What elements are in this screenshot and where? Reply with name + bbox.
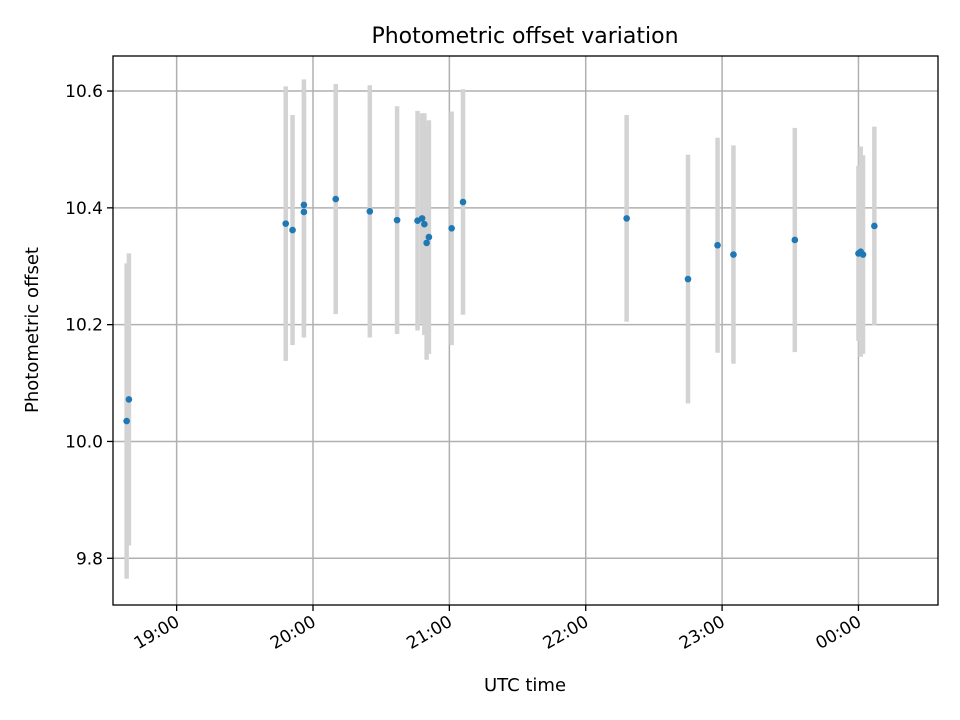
y-tick-label: 10.2 — [65, 316, 103, 336]
data-point — [448, 224, 455, 232]
x-tick-label: 20:00 — [267, 612, 319, 654]
chart-title: Photometric offset variation — [371, 24, 678, 49]
data-point — [623, 215, 630, 222]
y-axis-ticks: 9.8 10.0 10.2 10.4 10.6 — [65, 82, 113, 569]
x-tick-label: 19:00 — [131, 612, 183, 654]
data-point — [423, 239, 430, 247]
data-point — [418, 215, 426, 222]
x-axis-ticks: 19:00 20:00 21:00 22:00 23:00 00:00 — [131, 605, 865, 654]
x-tick-label: 00:00 — [813, 612, 865, 654]
plot-area-frame — [112, 55, 939, 606]
data-point — [366, 208, 374, 215]
x-tick-label: 21:00 — [403, 612, 455, 654]
grid — [113, 56, 938, 605]
x-tick-label: 23:00 — [676, 612, 728, 654]
data-point — [859, 251, 867, 258]
data-point — [123, 417, 130, 425]
y-tick-label: 9.8 — [76, 549, 103, 569]
y-tick-label: 10.6 — [65, 82, 103, 102]
error-bars — [124, 79, 877, 579]
y-tick-label: 10.4 — [65, 199, 103, 219]
data-point — [332, 195, 340, 203]
data-point — [393, 216, 401, 224]
data-point — [282, 220, 290, 227]
data-points — [123, 195, 878, 425]
data-point — [289, 226, 296, 234]
data-point — [300, 208, 308, 216]
data-point — [871, 222, 878, 230]
data-point — [684, 275, 692, 283]
data-point — [425, 233, 433, 241]
y-tick-label: 10.0 — [65, 432, 103, 452]
data-point — [125, 396, 133, 403]
data-point — [791, 236, 799, 244]
data-point — [421, 220, 428, 228]
y-axis-label: Photometric offset — [22, 247, 43, 413]
x-axis-label: UTC time — [484, 675, 566, 696]
data-point — [459, 198, 467, 206]
data-point — [714, 241, 721, 249]
x-tick-label: 22:00 — [540, 612, 592, 654]
data-point — [300, 201, 308, 209]
data-point — [730, 251, 737, 258]
